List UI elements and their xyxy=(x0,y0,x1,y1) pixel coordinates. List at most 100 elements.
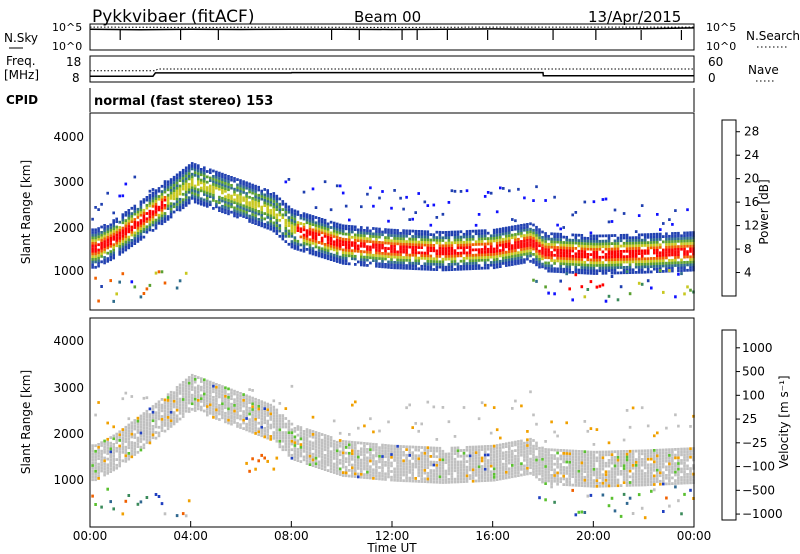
power-cell-2307 xyxy=(610,275,614,278)
power-cell-443 xyxy=(184,171,188,175)
velocity-cell-3115 xyxy=(193,389,197,392)
power-cell-1210 xyxy=(369,234,372,238)
velocity-cell-4640 xyxy=(577,458,581,462)
velocity-cell-3239 xyxy=(227,407,230,411)
power-cell-1514 xyxy=(438,249,442,253)
power-cell-1500 xyxy=(435,257,439,261)
power-cell-750 xyxy=(260,213,263,217)
velocity-cell-3198 xyxy=(215,385,218,389)
power-cell-671 xyxy=(242,207,245,210)
power-cell-1614 xyxy=(462,265,466,268)
power-cell-1250 xyxy=(378,230,381,234)
velocity-cell-3481 xyxy=(287,453,291,457)
velocity-cell-4220 xyxy=(474,445,478,449)
velocity-cell-4729 xyxy=(598,476,602,480)
velocity-cell-3530 xyxy=(299,446,303,449)
velocity-cell-2974 xyxy=(160,426,164,430)
velocity-cell-3066 xyxy=(181,389,185,393)
power-cell-1695 xyxy=(480,250,484,254)
power-cell-2143 xyxy=(577,252,581,256)
velocity-cell-3233 xyxy=(224,386,227,390)
power-cell-784 xyxy=(269,222,272,226)
velocity-cell-3766 xyxy=(360,467,363,471)
power-cell-977 xyxy=(314,224,318,227)
velocity-cell-4894 xyxy=(637,472,641,476)
velocity-cell-2825 xyxy=(124,457,128,460)
power-cell-778 xyxy=(266,197,269,201)
power-cell-1490 xyxy=(432,246,436,250)
power-cell-2314 xyxy=(613,255,617,259)
velocity-cell-2988 xyxy=(163,415,167,419)
power-cell-1918 xyxy=(529,243,532,247)
velocity-cell-3865 xyxy=(384,452,387,456)
velocity-cell-4285 xyxy=(492,475,496,479)
power-cell-2241 xyxy=(598,264,602,267)
velocity-cell-4698 xyxy=(589,456,593,460)
power-cell-1752 xyxy=(492,234,496,237)
power-cell-96 xyxy=(109,234,112,237)
velocity-cell-4702 xyxy=(589,493,593,497)
power-cell-1206 xyxy=(369,248,372,251)
power-cell-2128 xyxy=(574,255,578,258)
power-cell-152 xyxy=(121,226,125,230)
power-cell-994 xyxy=(320,252,324,256)
power-cell-2555 xyxy=(665,232,668,236)
power-cell-2519 xyxy=(659,259,662,263)
power-cell-1534 xyxy=(441,212,445,216)
power-cell-2278 xyxy=(607,269,611,272)
velocity-cell-3809 xyxy=(369,442,372,446)
velocity-cell-3836 xyxy=(378,474,381,478)
velocity-cell-2691 xyxy=(91,466,94,470)
power-cell-626 xyxy=(230,186,233,190)
power-cell-1959 xyxy=(538,260,541,264)
power-cell-1611 xyxy=(459,230,463,234)
power-cell-1920 xyxy=(529,238,532,242)
power-cell-1850 xyxy=(514,241,517,244)
velocity-cell-4818 xyxy=(619,458,623,462)
power-cell-2367 xyxy=(625,255,629,258)
power-cell-924 xyxy=(302,217,306,221)
power-cell-1656 xyxy=(471,261,475,265)
power-cell-1355 xyxy=(402,245,405,249)
power-cell-819 xyxy=(275,202,279,206)
power-cell-884 xyxy=(293,241,297,245)
power-cell-1999 xyxy=(547,267,550,270)
noise-spikes xyxy=(119,30,683,40)
power-cell-1633 xyxy=(465,240,469,244)
velocity-cell-2833 xyxy=(124,431,128,435)
power-cell-526 xyxy=(206,196,209,200)
power-cell-194 xyxy=(130,225,134,229)
power-cell-1664 xyxy=(471,229,475,233)
velocity-cell-2722 xyxy=(97,454,100,458)
velocity-cell-4478 xyxy=(538,458,541,462)
power-cell-798 xyxy=(272,221,276,225)
velocity-cell-3264 xyxy=(233,404,236,407)
power-cell-1917 xyxy=(529,246,532,250)
velocity-cell-2889 xyxy=(139,445,143,449)
power-cell-1711 xyxy=(483,245,487,249)
power-cell-2649 xyxy=(686,242,689,245)
velocity-cell-4168 xyxy=(462,463,466,466)
power-cell-1358 xyxy=(402,237,405,241)
velocity-cell-3616 xyxy=(320,447,324,451)
power-cell-1054 xyxy=(332,235,336,238)
power-cell-701 xyxy=(248,190,251,194)
velocity-cell-4207 xyxy=(471,448,475,452)
velocity-cell-4340 xyxy=(505,467,508,471)
velocity-cell-4278 xyxy=(489,456,493,459)
velocity-cell-2734 xyxy=(100,452,103,456)
power-cell-1015 xyxy=(323,226,327,230)
velocity-cell-3509 xyxy=(293,446,297,450)
power-cell-2074 xyxy=(562,249,565,252)
power-cell-1037 xyxy=(329,247,333,251)
power-cell-987 xyxy=(317,230,321,234)
power-cell-274 xyxy=(148,209,152,213)
velocity-cell-3403 xyxy=(266,419,269,423)
velocity-cell-3617 xyxy=(320,444,324,448)
velocity-cell-2915 xyxy=(145,438,149,441)
power-cell-867 xyxy=(287,178,291,181)
velocity-cell-3904 xyxy=(396,476,399,479)
power-cell-499 xyxy=(200,202,203,206)
velocity-cell-3333 xyxy=(251,419,254,423)
velocity-cell-4011 xyxy=(423,480,427,483)
